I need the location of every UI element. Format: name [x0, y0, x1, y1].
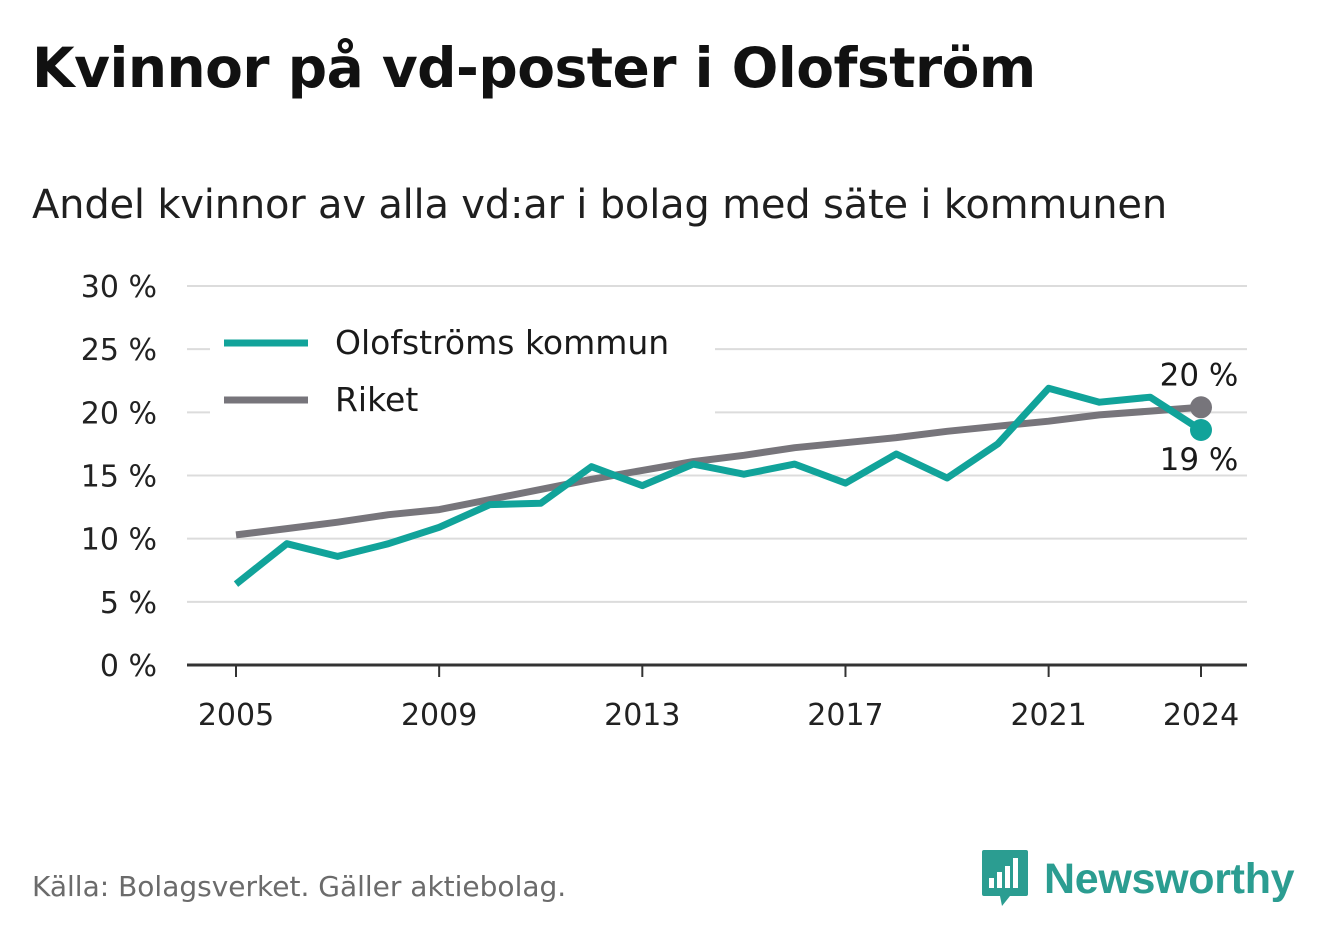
newsworthy-chart-icon	[982, 850, 1028, 906]
legend-background	[210, 318, 715, 428]
y-tick-label-30: 30 %	[81, 270, 157, 305]
x-tick-label-2021: 2021	[1010, 698, 1086, 733]
legend-label-0: Olofströms kommun	[335, 323, 669, 362]
end-label-1: 20 %	[1160, 357, 1239, 393]
y-tick-label-0: 0 %	[100, 649, 157, 684]
y-tick-label-25: 25 %	[81, 333, 157, 368]
x-tick-label-2017: 2017	[807, 698, 883, 733]
legend-box	[210, 318, 715, 428]
end-points: 19 % 20 %	[1157, 354, 1242, 481]
end-point-0	[1190, 419, 1212, 442]
legend: Olofströms kommun Riket	[224, 323, 669, 419]
chart-subtitle: Andel kvinnor av alla vd:ar i bolag med …	[32, 182, 1167, 228]
y-tick-label-10: 10 %	[81, 523, 157, 558]
x-axis-ticks: 2005 2009 2013 2017 2021 2024	[198, 665, 1239, 733]
series-lines	[233, 384, 1203, 587]
brand-logo: Newsworthy	[980, 848, 1295, 910]
x-tick-label-2005: 2005	[198, 698, 274, 733]
x-tick-label-2024: 2024	[1163, 698, 1239, 733]
source-note: Källa: Bolagsverket. Gäller aktiebolag.	[32, 870, 567, 903]
series-line-riket	[235, 403, 1202, 539]
chart-title: Kvinnor på vd-poster i Olofström	[32, 36, 1036, 100]
y-axis-ticks: 0 % 5 % 10 % 15 % 20 % 25 % 30 %	[81, 270, 157, 684]
y-tick-label-5: 5 %	[100, 586, 157, 621]
end-label-0: 19 %	[1160, 442, 1239, 478]
brand-name: Newsworthy	[1044, 854, 1295, 903]
y-tick-label-15: 15 %	[81, 460, 157, 495]
y-tick-label-20: 20 %	[81, 396, 157, 431]
end-point-1	[1190, 396, 1212, 419]
series-line-olofstr-ms-kommun	[233, 384, 1203, 587]
x-tick-label-2013: 2013	[604, 698, 680, 733]
legend-label-1: Riket	[335, 380, 418, 419]
x-tick-label-2009: 2009	[401, 698, 477, 733]
